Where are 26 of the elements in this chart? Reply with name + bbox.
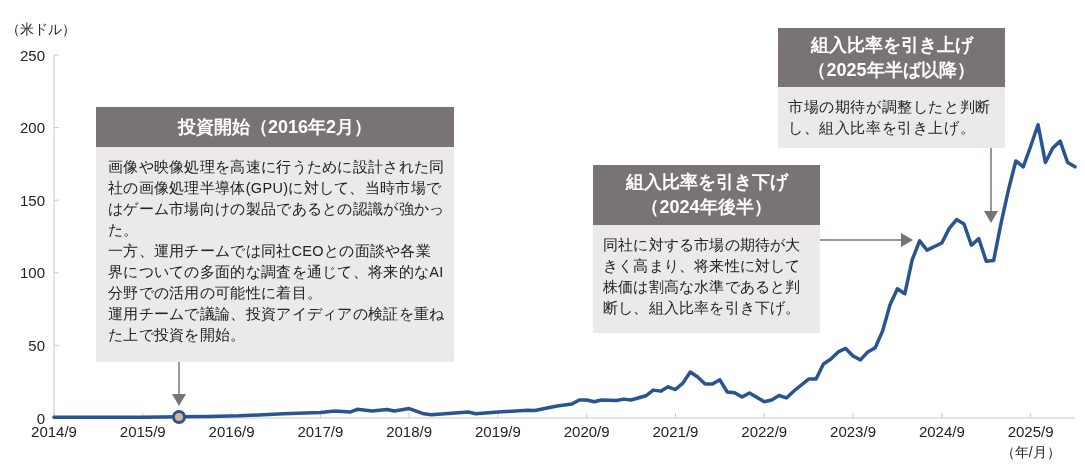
- annotation: 市場の期待が調整したと判断し、組入比率を引き上げ。: [788, 98, 992, 138]
- annotation: 画像や映像処理を高速に行うために設計された同社の画像処理半導体(GPU)に対して、当時市場ではゲーム市場向けの製品であるとの認識が強かった。: [108, 158, 446, 240]
- annotation: 組入比率を引き上げ（2025年半ば以降）: [807, 33, 976, 82]
- x-tick-label: 2018/9: [386, 423, 433, 440]
- y-tick-label: 50: [28, 336, 45, 354]
- x-tick-label: 2016/9: [208, 423, 255, 440]
- x-tick-label: 2019/9: [474, 423, 521, 440]
- x-tick-label: 2021/9: [652, 423, 699, 440]
- x-tick-label: 2022/9: [741, 423, 788, 440]
- x-tick-label: 2015/9: [119, 423, 166, 440]
- y-tick-label: 150: [19, 191, 45, 209]
- x-axis-title: （年/月）: [1000, 444, 1061, 460]
- y-tick-label: 100: [19, 264, 45, 282]
- x-tick-label: 2024/9: [918, 423, 965, 440]
- x-tick-label: 2025/9: [1007, 423, 1054, 440]
- y-axis-title: （米ドル）: [6, 21, 76, 37]
- annotation: 運用チームで議論、投資アイディアの検証を重ねた上で投資を開始。: [108, 305, 446, 345]
- annotation: 組入比率を引き下げ（2024年後半）: [624, 171, 790, 219]
- x-tick-label: 2017/9: [297, 423, 344, 440]
- y-tick-label: 200: [19, 119, 45, 137]
- annotation: 同社に対する市場の期待が大きく高まり、将来性に対して株価は割高な水準であると判断し、組入比率を引き下げ。: [603, 236, 802, 318]
- y-tick-label: 250: [19, 46, 45, 64]
- x-tick-label: 2020/9: [563, 423, 610, 440]
- x-tick-label: 2023/9: [830, 423, 876, 440]
- annotation: 一方、運用チームでは同社CEOとの面談や各業界についての多面的な調査を通じて、将来的なAI分野での活用の可能性に着目。: [108, 242, 445, 303]
- annotation: 投資開始（2016年2月）: [176, 115, 374, 139]
